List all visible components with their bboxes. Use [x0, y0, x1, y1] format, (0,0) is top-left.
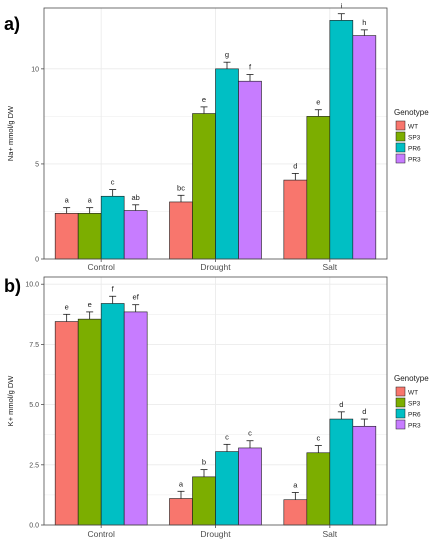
- legend-swatch: [395, 419, 406, 430]
- y-tick-label: 10: [31, 66, 39, 73]
- bar: [238, 447, 262, 526]
- bar: [215, 68, 239, 260]
- significance-label: i: [340, 2, 342, 11]
- y-tick-label: 5: [35, 161, 39, 168]
- x-tick-label: Control: [87, 262, 115, 272]
- legend-entry-label: PR3: [408, 423, 421, 430]
- significance-label: a: [293, 480, 298, 489]
- significance-label: bc: [177, 183, 185, 192]
- significance-label: d: [362, 407, 366, 416]
- legend-swatch: [395, 120, 406, 131]
- legend-entry-label: SP3: [408, 401, 421, 408]
- bar: [123, 311, 148, 526]
- panel-b: e a a e b c f c d ef c d 0.0 2.5 5.0 7.5 10.0 Control Drou…: [4, 276, 429, 539]
- legend-swatch: [395, 408, 406, 419]
- significance-label: f: [249, 63, 252, 72]
- y-tick-label: 10.0: [25, 282, 39, 289]
- legend-title: Genotype: [394, 374, 429, 383]
- bar: [54, 321, 79, 526]
- bar: [100, 303, 125, 526]
- significance-label: e: [202, 95, 206, 104]
- x-tick-label: Drought: [200, 529, 231, 539]
- y-axis-label: K+ mmol/g DW: [6, 375, 15, 427]
- legend-swatch: [395, 142, 406, 153]
- bar: [169, 498, 193, 526]
- legend-swatch: [395, 386, 406, 397]
- bar: [238, 80, 262, 260]
- significance-label: a: [88, 196, 93, 205]
- y-tick-label: 0.0: [29, 523, 39, 530]
- significance-label: ef: [133, 293, 140, 302]
- significance-label: e: [65, 302, 69, 311]
- bar: [352, 425, 377, 526]
- bar: [192, 476, 216, 526]
- significance-label: d: [293, 161, 297, 170]
- significance-label: c: [316, 434, 320, 443]
- legend-title: Genotype: [394, 108, 429, 117]
- legend: Genotype WT SP3 PR6 PR3: [394, 374, 429, 430]
- bar: [215, 451, 239, 526]
- bar: [54, 213, 79, 260]
- legend-entry-label: PR3: [408, 157, 421, 164]
- bar: [329, 20, 354, 260]
- bar: [192, 113, 216, 260]
- x-tick-label: Drought: [200, 262, 231, 272]
- legend-swatch: [395, 397, 406, 408]
- significance-label: d: [339, 400, 343, 409]
- x-tick-label: Salt: [323, 262, 338, 272]
- bar: [306, 116, 331, 260]
- bar: [283, 179, 308, 260]
- panel-label: b): [4, 276, 21, 296]
- legend: Genotype WT SP3 PR6 PR3: [394, 108, 429, 164]
- bar: [352, 35, 377, 260]
- legend-entry-label: SP3: [408, 135, 421, 142]
- x-tick-label: Salt: [323, 529, 338, 539]
- x-tick-label: Control: [87, 529, 115, 539]
- legend-swatch: [395, 153, 406, 164]
- y-tick-label: 5.0: [29, 402, 39, 409]
- panel-a: a bc d a e e c g i ab f h 0 5 10 Control Drought Salt Na+ …: [4, 2, 429, 272]
- bar: [306, 452, 331, 526]
- significance-label: f: [112, 284, 115, 293]
- legend-entry-label: PR6: [408, 146, 421, 153]
- legend-swatch: [395, 131, 406, 142]
- significance-label: e: [88, 300, 92, 309]
- bar: [77, 213, 102, 260]
- significance-label: ab: [131, 193, 139, 202]
- bar: [329, 418, 354, 526]
- significance-label: c: [248, 429, 252, 438]
- bar: [169, 201, 193, 260]
- significance-label: c: [111, 178, 115, 187]
- significance-label: a: [179, 479, 184, 488]
- y-tick-label: 7.5: [29, 342, 39, 349]
- bar: [123, 210, 148, 260]
- significance-label: g: [225, 50, 229, 59]
- significance-label: h: [362, 18, 366, 27]
- y-tick-label: 2.5: [29, 462, 39, 469]
- significance-label: b: [202, 458, 206, 467]
- significance-label: a: [65, 196, 70, 205]
- bar: [77, 318, 102, 526]
- legend-entry-label: WT: [408, 124, 418, 131]
- y-axis-label: Na+ mmol/g DW: [6, 105, 15, 161]
- panel-label: a): [4, 14, 20, 34]
- legend-entry-label: WT: [408, 390, 418, 397]
- significance-label: e: [316, 98, 320, 107]
- bar: [100, 195, 125, 260]
- significance-label: c: [225, 432, 229, 441]
- y-tick-label: 0: [35, 257, 39, 264]
- legend-entry-label: PR6: [408, 412, 421, 419]
- bar: [283, 499, 308, 526]
